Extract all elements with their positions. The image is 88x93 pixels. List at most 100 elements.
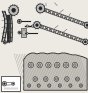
Polygon shape — [3, 33, 6, 37]
Polygon shape — [3, 12, 6, 15]
Circle shape — [12, 8, 16, 12]
Circle shape — [59, 85, 61, 86]
Circle shape — [3, 41, 6, 44]
Circle shape — [73, 64, 76, 67]
Circle shape — [42, 26, 43, 27]
Circle shape — [28, 85, 30, 86]
Polygon shape — [10, 15, 12, 19]
Circle shape — [48, 84, 51, 87]
Circle shape — [4, 83, 5, 85]
Circle shape — [19, 21, 20, 22]
Circle shape — [12, 82, 15, 85]
Polygon shape — [4, 15, 7, 19]
Circle shape — [8, 19, 9, 20]
Circle shape — [79, 84, 83, 87]
Circle shape — [34, 22, 40, 29]
Circle shape — [50, 29, 51, 30]
Circle shape — [57, 14, 58, 15]
Polygon shape — [4, 19, 7, 23]
Circle shape — [71, 37, 72, 38]
Circle shape — [80, 85, 82, 86]
Circle shape — [38, 64, 41, 67]
Circle shape — [32, 25, 34, 27]
Circle shape — [65, 77, 69, 81]
Circle shape — [55, 62, 60, 68]
Circle shape — [58, 84, 61, 87]
Circle shape — [55, 78, 58, 80]
Polygon shape — [2, 11, 5, 12]
Polygon shape — [4, 28, 7, 33]
Circle shape — [8, 17, 9, 18]
Circle shape — [56, 64, 59, 67]
Circle shape — [45, 10, 46, 11]
Circle shape — [37, 84, 40, 87]
Bar — [21, 28, 26, 37]
Bar — [1, 76, 20, 91]
Circle shape — [48, 85, 50, 86]
Circle shape — [8, 23, 9, 24]
Circle shape — [66, 78, 68, 80]
Bar — [23, 30, 25, 35]
Circle shape — [19, 32, 20, 33]
Circle shape — [8, 25, 9, 26]
Circle shape — [84, 41, 85, 42]
Circle shape — [45, 78, 47, 80]
Circle shape — [84, 22, 88, 28]
Polygon shape — [4, 23, 7, 28]
Polygon shape — [10, 19, 12, 23]
Circle shape — [8, 29, 9, 30]
Polygon shape — [10, 37, 12, 42]
Circle shape — [67, 35, 68, 36]
Circle shape — [2, 81, 7, 86]
Circle shape — [26, 25, 28, 27]
Circle shape — [8, 35, 9, 36]
Circle shape — [84, 41, 86, 43]
Polygon shape — [2, 37, 5, 42]
Circle shape — [54, 77, 59, 81]
Circle shape — [33, 77, 37, 81]
Polygon shape — [24, 53, 87, 90]
Circle shape — [72, 62, 77, 68]
Circle shape — [8, 21, 9, 22]
Polygon shape — [10, 33, 12, 37]
Circle shape — [86, 24, 87, 25]
Circle shape — [34, 78, 36, 80]
Circle shape — [65, 17, 66, 18]
Circle shape — [53, 13, 54, 14]
Circle shape — [36, 24, 38, 27]
Circle shape — [4, 42, 6, 43]
Circle shape — [37, 25, 38, 26]
Circle shape — [76, 78, 78, 80]
Circle shape — [8, 31, 9, 32]
Circle shape — [44, 77, 48, 81]
Circle shape — [63, 62, 69, 68]
Circle shape — [49, 11, 50, 12]
Circle shape — [8, 27, 9, 28]
Circle shape — [8, 33, 9, 34]
Circle shape — [80, 40, 81, 41]
Circle shape — [70, 85, 71, 86]
Circle shape — [86, 24, 88, 26]
Circle shape — [54, 31, 55, 32]
Circle shape — [46, 28, 47, 29]
Circle shape — [13, 83, 14, 84]
Circle shape — [27, 84, 31, 87]
Circle shape — [17, 19, 21, 23]
Circle shape — [47, 64, 50, 67]
Circle shape — [76, 77, 79, 81]
Circle shape — [28, 62, 33, 68]
Circle shape — [41, 8, 42, 9]
Circle shape — [9, 5, 18, 15]
Circle shape — [38, 85, 40, 86]
Circle shape — [83, 39, 88, 45]
Polygon shape — [10, 23, 12, 28]
Polygon shape — [11, 28, 12, 33]
Circle shape — [29, 64, 32, 67]
Circle shape — [63, 34, 64, 35]
Circle shape — [82, 23, 83, 24]
Circle shape — [26, 33, 28, 34]
Circle shape — [36, 4, 45, 13]
Circle shape — [37, 62, 42, 68]
Circle shape — [18, 31, 21, 34]
Circle shape — [46, 62, 51, 68]
